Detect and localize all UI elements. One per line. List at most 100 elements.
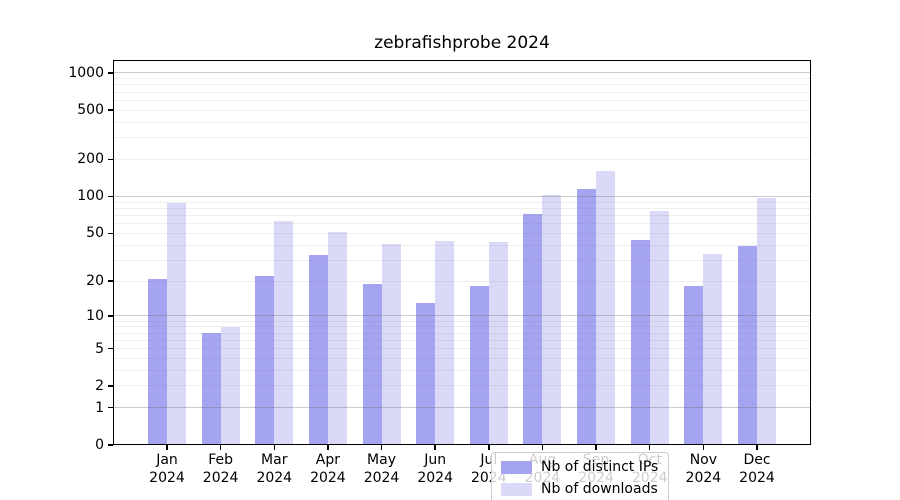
bar-downloads	[435, 241, 455, 445]
y-tick-mark	[108, 406, 113, 409]
y-tick-label: 100	[77, 188, 104, 205]
chart-title: zebrafishprobe 2024	[374, 33, 550, 53]
x-tick-year: 2024	[310, 470, 346, 486]
x-tick-year: 2024	[149, 470, 185, 486]
bar-downloads	[381, 243, 401, 445]
gridline-minor	[113, 84, 811, 86]
y-tick-label: 20	[86, 273, 104, 290]
bar-distinct-ips	[523, 213, 543, 445]
y-tick-label: 5	[95, 340, 104, 357]
x-tick-year: 2024	[202, 470, 239, 486]
bar-distinct-ips	[148, 278, 167, 445]
bar-downloads	[488, 242, 508, 445]
y-tick-label: 1000	[68, 64, 104, 81]
y-tick-label: 1	[95, 399, 104, 416]
x-tick-year: 2024	[256, 470, 293, 486]
x-tick-label-jan: Jan 2024	[132, 451, 202, 487]
x-tick-mark	[595, 445, 597, 450]
bar-distinct-ips	[362, 283, 382, 445]
gridline-minor	[113, 121, 811, 123]
y-tick-label: 2	[95, 377, 104, 394]
gridline-minor	[113, 326, 811, 328]
x-tick-month: Dec	[743, 452, 771, 468]
gridline-major	[113, 195, 811, 197]
bar-downloads	[327, 232, 347, 445]
x-tick-year: 2024	[417, 470, 453, 486]
x-tick-mark	[273, 445, 276, 450]
gridline-minor	[113, 214, 811, 216]
x-tick-mark	[541, 445, 544, 450]
y-tick-label: 500	[77, 102, 104, 119]
legend-swatch-downloads	[501, 482, 532, 496]
gridline-minor	[113, 320, 811, 322]
x-tick-month: Feb	[208, 452, 234, 468]
x-tick-label-jun: Jun 2024	[400, 451, 470, 487]
gridline-minor	[113, 91, 811, 93]
y-tick-mark	[108, 109, 113, 111]
bar-downloads	[220, 326, 240, 445]
x-tick-mark	[434, 445, 436, 450]
bar-distinct-ips	[416, 302, 436, 445]
bar-downloads	[703, 253, 723, 445]
gridline-minor	[113, 207, 811, 209]
x-tick-month: Apr	[315, 452, 341, 468]
x-tick-label-dec: Dec 2024	[722, 451, 792, 487]
gridline-minor	[113, 201, 811, 203]
bar-distinct-ips	[469, 286, 489, 445]
y-tick-mark	[108, 280, 113, 282]
legend-label-distinct-ips: Nb of distinct IPs	[541, 459, 659, 475]
legend-entry-distinct-ips: Nb of distinct IPs	[501, 459, 658, 475]
x-tick-month: May	[367, 452, 396, 468]
bar-downloads	[596, 171, 616, 445]
bar-downloads	[649, 211, 669, 445]
y-tick-mark	[108, 347, 113, 350]
x-tick-label-feb: Feb 2024	[186, 451, 256, 487]
gridline-minor	[113, 99, 811, 101]
y-tick-mark	[108, 315, 113, 317]
gridline-major	[113, 315, 811, 317]
bar-distinct-ips	[201, 333, 221, 445]
gridline-minor	[113, 357, 811, 359]
plot-area: Nb of distinct IPs Nb of downloads	[113, 60, 811, 500]
bar-distinct-ips	[738, 246, 757, 445]
x-tick-label-nov: Nov 2024	[668, 451, 738, 487]
gridline-minor	[113, 385, 811, 387]
x-tick-mark	[219, 445, 222, 450]
x-tick-mark	[648, 445, 651, 450]
bar-distinct-ips	[255, 276, 275, 445]
bar-downloads	[757, 198, 776, 445]
gridline-minor	[113, 137, 811, 139]
y-tick-label: 0	[95, 437, 104, 453]
x-tick-mark	[380, 445, 383, 450]
gridline-minor	[113, 232, 811, 234]
x-tick-mark	[702, 445, 705, 450]
bar-distinct-ips	[684, 286, 704, 445]
legend-label-downloads: Nb of downloads	[541, 481, 658, 497]
bar-distinct-ips	[630, 240, 650, 445]
x-tick-year: 2024	[739, 470, 775, 486]
y-tick-mark	[108, 72, 113, 74]
bar-downloads	[167, 203, 186, 445]
y-tick-mark	[108, 444, 113, 446]
x-tick-year: 2024	[685, 470, 722, 486]
gridline-minor	[113, 78, 811, 80]
gridline-minor	[113, 244, 811, 246]
bar-downloads	[274, 221, 294, 445]
x-tick-month: Jun	[424, 452, 447, 468]
gridline-minor	[113, 109, 811, 111]
gridline-minor	[113, 223, 811, 225]
legend: Nb of distinct IPs Nb of downloads	[491, 452, 670, 500]
x-tick-month: Nov	[689, 452, 718, 468]
gridline-minor	[113, 369, 811, 371]
x-tick-label-may: May 2024	[347, 451, 417, 487]
x-tick-mark	[327, 445, 329, 450]
x-tick-year: 2024	[363, 470, 400, 486]
x-tick-label-mar: Mar 2024	[239, 451, 309, 487]
y-tick-mark	[108, 385, 113, 387]
x-tick-mark	[166, 445, 168, 450]
y-tick-label: 200	[77, 151, 104, 168]
gridline-minor	[113, 348, 811, 349]
x-tick-mark	[756, 445, 758, 450]
x-tick-month: Mar	[261, 452, 288, 468]
